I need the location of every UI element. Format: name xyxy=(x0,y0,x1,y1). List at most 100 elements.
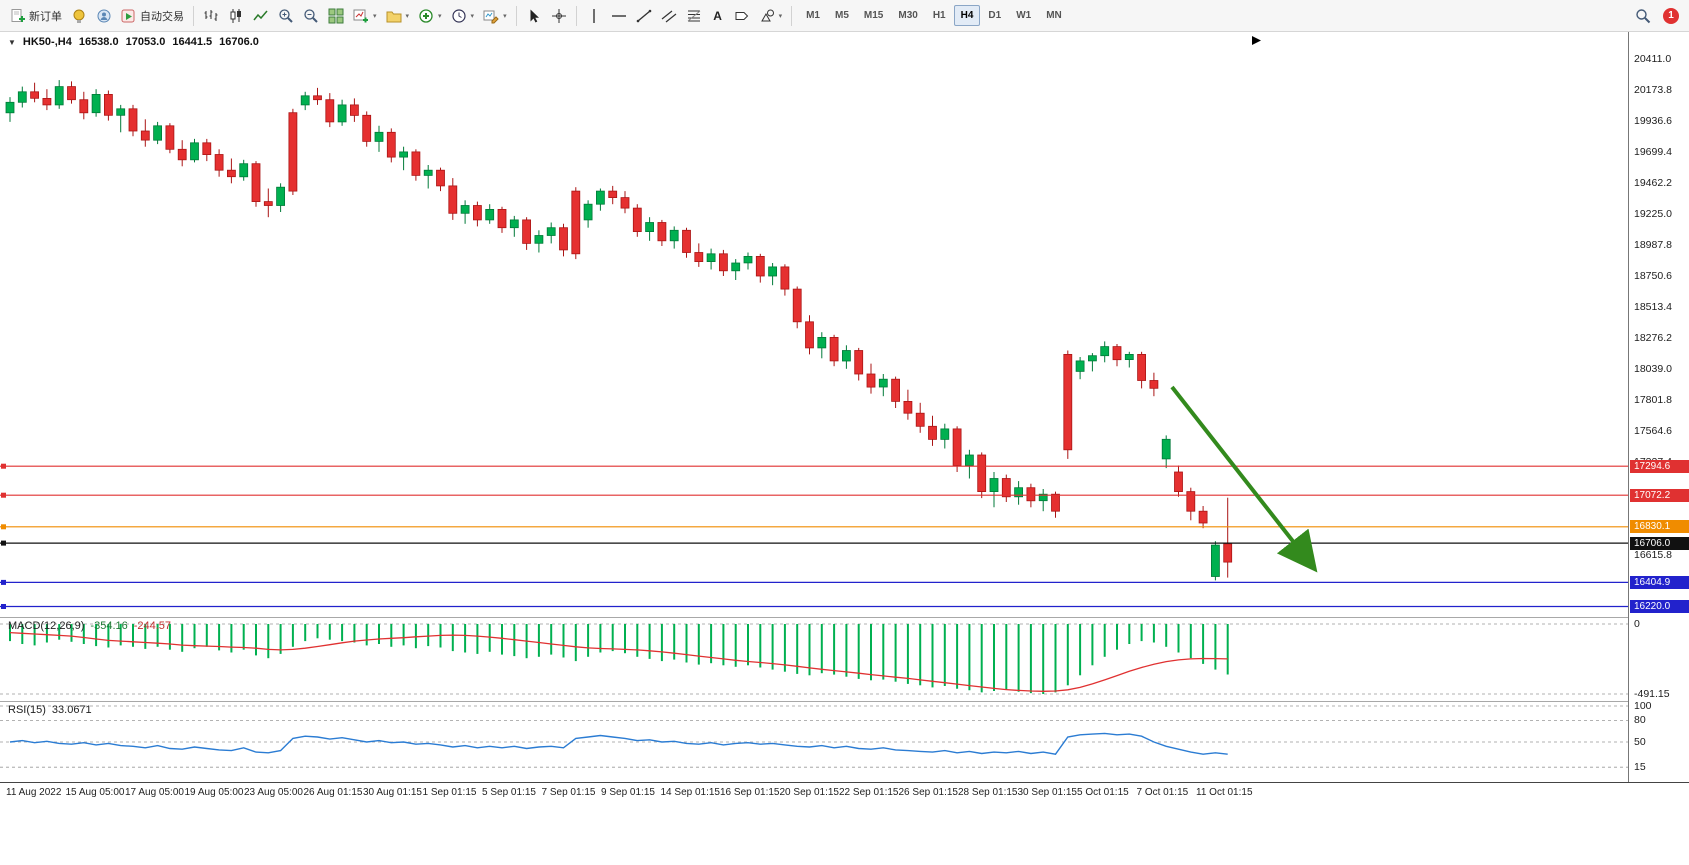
rsi-indicator-panel[interactable] xyxy=(0,702,1628,782)
time-axis-label: 7 Sep 01:15 xyxy=(541,787,596,798)
time-axis[interactable]: 11 Aug 2022 15 Aug 05:00 17 Aug 05:00 19 Au… xyxy=(0,783,1689,805)
time-axis-label: 17 Aug 05:00 xyxy=(125,787,184,798)
time-axis-label: 19 Aug 05:00 xyxy=(184,787,244,798)
new-order-button[interactable]: 新订单 xyxy=(6,4,66,28)
zoom-in-icon xyxy=(278,8,294,24)
channel-tool-button[interactable] xyxy=(657,4,681,28)
rsi-level-label: 50 xyxy=(1634,736,1646,748)
price-tick-label: 19462.2 xyxy=(1634,177,1672,189)
text-tool-button[interactable]: A xyxy=(707,4,729,28)
trendline-icon xyxy=(636,8,652,24)
new-chart-button[interactable]: ▾ xyxy=(349,4,381,28)
time-axis-label: 30 Aug 01:15 xyxy=(363,787,422,798)
periods-button[interactable]: ▾ xyxy=(447,4,479,28)
label-tool-button[interactable] xyxy=(730,4,754,28)
template-caret-icon: ▾ xyxy=(503,12,507,20)
macd-indicator-panel[interactable] xyxy=(0,618,1628,701)
toolbar-separator xyxy=(791,5,793,26)
macd-panel-separator[interactable] xyxy=(0,617,1689,618)
time-axis-separator xyxy=(0,782,1689,783)
timeframe-mn[interactable]: MN xyxy=(1046,10,1062,21)
time-axis-label: 9 Sep 01:15 xyxy=(601,787,655,798)
candlestick-chart-button[interactable] xyxy=(224,4,248,28)
shapes-tool-button[interactable]: ▾ xyxy=(755,4,787,28)
autotrade-button[interactable]: 自动交易 xyxy=(117,4,188,28)
rsi-level-label: 15 xyxy=(1634,761,1646,774)
fibonacci-tool-button[interactable] xyxy=(682,4,706,28)
main-price-chart[interactable] xyxy=(0,32,1628,617)
autotrade-label: 自动交易 xyxy=(140,10,184,23)
search-button[interactable] xyxy=(1631,4,1655,28)
template-button[interactable]: ▾ xyxy=(479,4,511,28)
time-axis-label: 28 Sep 01:15 xyxy=(958,787,1018,798)
price-tick-label: 19936.6 xyxy=(1634,115,1672,127)
new-chart-icon xyxy=(353,8,369,24)
tile-windows-button[interactable] xyxy=(324,4,348,28)
high-value: 17053.0 xyxy=(125,36,166,48)
time-axis-label: 5 Oct 01:15 xyxy=(1077,787,1129,798)
tile-windows-icon xyxy=(328,8,344,24)
time-axis-label: 20 Sep 01:15 xyxy=(779,787,840,798)
profiles-button[interactable]: ▾ xyxy=(382,4,414,28)
price-scale[interactable]: 20411.0 20173.8 19936.6 19699.4 19462.2 19225… xyxy=(1628,32,1689,782)
time-axis-label: 16 Sep 01:15 xyxy=(720,787,780,798)
time-axis-label: 15 Aug 05:00 xyxy=(65,787,125,798)
price-tick-label: 20173.8 xyxy=(1634,84,1672,96)
notification-badge[interactable]: 1 xyxy=(1663,7,1679,24)
rsi-panel-separator[interactable] xyxy=(0,701,1689,702)
template-icon xyxy=(483,8,499,24)
price-tick-label: 18039.0 xyxy=(1634,362,1672,375)
macd-name: MACD(12,26,9) xyxy=(8,620,85,632)
time-axis-label: 7 Oct 01:15 xyxy=(1136,787,1189,798)
price-tick-label: 16615.8 xyxy=(1634,548,1672,561)
price-line-badge: 17294.6 xyxy=(1630,459,1689,473)
timeframe-d1[interactable]: D1 xyxy=(988,10,1002,21)
macd-zero-label: 0 xyxy=(1634,618,1640,630)
timeframe-m1[interactable]: M1 xyxy=(806,10,820,21)
symbol-dropdown-icon[interactable]: ▼ xyxy=(8,37,16,47)
community-icon xyxy=(96,8,112,24)
community-button[interactable] xyxy=(92,4,116,28)
indicators-lamp-button[interactable] xyxy=(67,4,91,28)
vertical-line-tool-button[interactable] xyxy=(582,4,606,28)
add-indicator-button[interactable]: ▾ xyxy=(414,4,446,28)
add-indicator-icon xyxy=(418,8,434,24)
timeframe-m15[interactable]: M15 xyxy=(863,10,884,21)
autotrade-play-icon xyxy=(121,8,137,24)
profiles-caret-icon: ▾ xyxy=(405,12,410,20)
crosshair-icon xyxy=(551,8,567,24)
time-axis-label: 5 Sep 01:15 xyxy=(482,787,536,798)
zoom-out-button[interactable] xyxy=(299,4,323,28)
chart-info-bar: ▼ HK50-,H4 16538.0 17053.0 16441.5 16706… xyxy=(8,36,259,48)
time-axis-label: 26 Aug 01:15 xyxy=(303,787,363,798)
zoom-in-button[interactable] xyxy=(274,4,298,28)
time-axis-label: 14 Sep 01:15 xyxy=(660,787,721,798)
new-order-icon xyxy=(10,8,26,24)
timeframe-m30[interactable]: M30 xyxy=(898,10,918,21)
trendline-tool-button[interactable] xyxy=(632,4,656,28)
horizontal-line-icon xyxy=(611,8,627,24)
close-value: 16706.0 xyxy=(219,36,259,48)
fibonacci-icon xyxy=(686,8,702,24)
timeframe-m5[interactable]: M5 xyxy=(835,10,849,21)
label-icon xyxy=(734,8,750,24)
time-axis-label: 11 Aug 2022 xyxy=(6,787,62,798)
new-order-label: 新订单 xyxy=(29,10,62,23)
low-value: 16441.5 xyxy=(172,36,213,48)
bar-chart-button[interactable] xyxy=(199,4,223,28)
crosshair-tool-button[interactable] xyxy=(547,4,571,28)
horizontal-line-tool-button[interactable] xyxy=(607,4,631,28)
rsi-level-label: 100 xyxy=(1634,700,1652,712)
timeframe-w1[interactable]: W1 xyxy=(1016,10,1032,21)
time-axis-label: 26 Sep 01:15 xyxy=(898,787,959,798)
line-chart-button[interactable] xyxy=(249,4,273,28)
rsi-level-label: 80 xyxy=(1634,714,1646,727)
price-line-badge: 16706.0 xyxy=(1630,536,1689,550)
channel-icon xyxy=(661,8,677,24)
periods-clock-icon xyxy=(451,8,467,24)
timeframe-h4[interactable]: H4 xyxy=(953,5,981,26)
timeframe-h1[interactable]: H1 xyxy=(932,10,946,21)
time-axis-label: 30 Sep 01:15 xyxy=(1017,787,1078,798)
cursor-icon xyxy=(526,8,542,24)
cursor-tool-button[interactable] xyxy=(522,4,546,28)
